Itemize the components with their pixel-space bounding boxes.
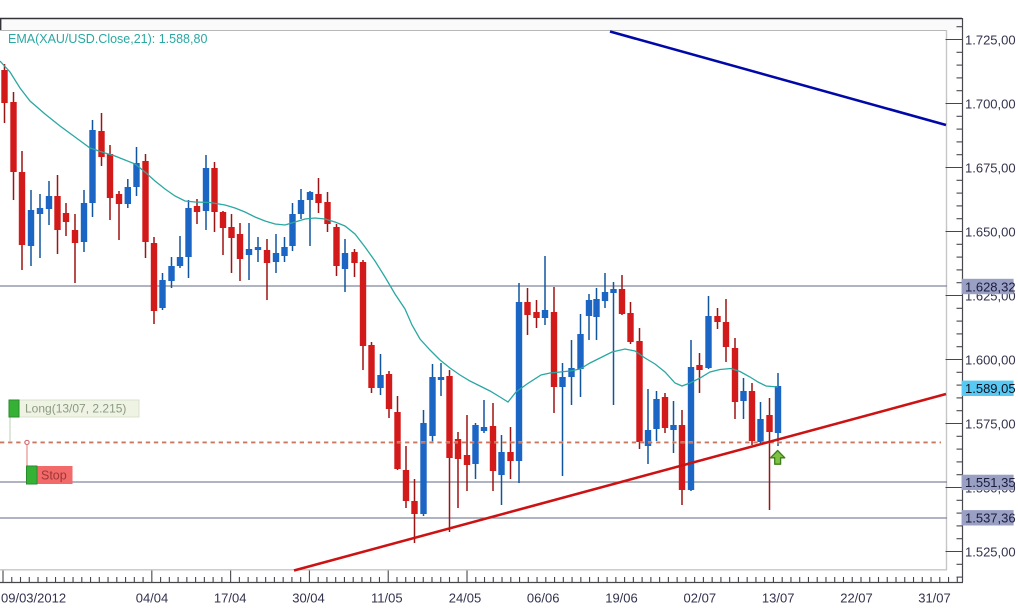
svg-text:17/04: 17/04 [214,590,247,605]
svg-text:1.628,32: 1.628,32 [965,279,1016,294]
svg-text:30/04: 30/04 [292,590,325,605]
svg-text:02/07: 02/07 [684,590,717,605]
svg-text:1.700,00: 1.700,00 [965,96,1016,111]
svg-text:1.589,05: 1.589,05 [965,381,1016,396]
svg-text:09/03/2012: 09/03/2012 [1,590,66,605]
svg-text:11/05: 11/05 [371,590,403,605]
svg-text:13/07: 13/07 [762,590,795,605]
svg-text:22/07: 22/07 [840,590,873,605]
svg-text:1.675,00: 1.675,00 [965,160,1016,175]
svg-text:EMA(XAU/USD.Close,21): 1.588,8: EMA(XAU/USD.Close,21): 1.588,80 [8,32,207,46]
svg-text:1.650,00: 1.650,00 [965,224,1016,239]
svg-text:1.537,36: 1.537,36 [965,511,1016,526]
svg-text:1.725,00: 1.725,00 [965,32,1016,47]
svg-text:Long(13/07, 2.215): Long(13/07, 2.215) [25,402,126,416]
svg-text:24/05: 24/05 [449,590,482,605]
svg-text:Stop: Stop [41,469,67,483]
svg-text:04/04: 04/04 [136,590,169,605]
svg-text:19/06: 19/06 [605,590,638,605]
svg-text:1.551,35: 1.551,35 [965,475,1016,490]
svg-text:1.600,00: 1.600,00 [965,352,1016,367]
svg-text:1.525,00: 1.525,00 [965,544,1016,559]
svg-text:1.575,00: 1.575,00 [965,416,1016,431]
svg-text:06/06: 06/06 [527,590,560,605]
svg-text:31/07: 31/07 [918,590,951,605]
